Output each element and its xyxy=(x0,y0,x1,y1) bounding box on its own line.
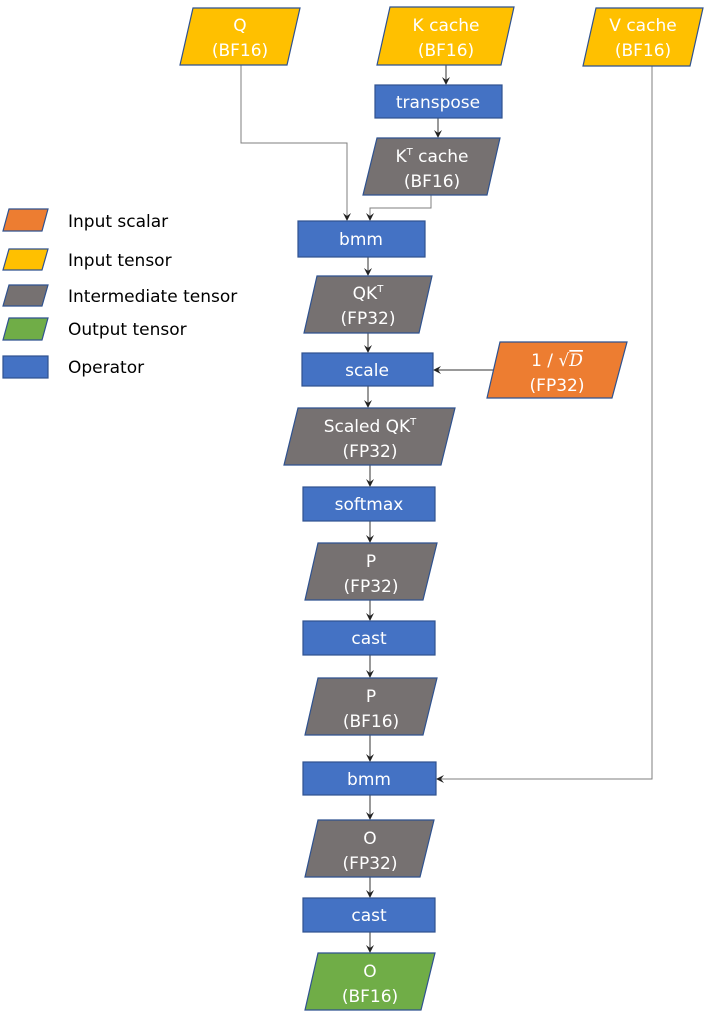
legend: Input scalar Input tensor Intermediate t… xyxy=(2,208,237,379)
svg-text:(BF16): (BF16) xyxy=(404,172,460,192)
node-q: Q (BF16) xyxy=(179,7,301,66)
svg-text:cast: cast xyxy=(351,906,387,926)
legend-swatch-intermediate-tensor xyxy=(2,284,49,307)
op-softmax: softmax xyxy=(302,486,436,522)
node-p-fp32: P (FP32) xyxy=(304,542,438,601)
legend-swatch-output-tensor xyxy=(2,317,49,341)
node-p-bf16: P (BF16) xyxy=(304,677,438,736)
svg-text:KT cache: KT cache xyxy=(395,147,468,167)
node-o-fp32: O (FP32) xyxy=(304,819,435,878)
node-scaled-qkt: Scaled QKT (FP32) xyxy=(283,407,456,466)
op-bmm-2: bmm xyxy=(302,761,437,796)
svg-text:transpose: transpose xyxy=(396,93,480,113)
svg-text:bmm: bmm xyxy=(339,230,383,250)
svg-text:(BF16): (BF16) xyxy=(342,987,398,1007)
op-transpose: transpose xyxy=(374,84,503,119)
svg-text:(FP32): (FP32) xyxy=(344,577,399,597)
node-o-bf16: O (BF16) xyxy=(304,952,436,1011)
node-qkt: QKT (FP32) xyxy=(303,275,433,334)
node-k-cache: K cache (BF16) xyxy=(376,6,515,66)
legend-label-input-scalar: Input scalar xyxy=(68,212,168,232)
svg-text:O: O xyxy=(363,962,376,982)
node-kt-cache: KT cache (BF16) xyxy=(362,137,501,196)
edge-ktcache-to-bmm xyxy=(366,195,432,221)
legend-label-input-tensor: Input tensor xyxy=(68,251,172,271)
svg-text:(FP32): (FP32) xyxy=(530,376,585,396)
svg-text:Q: Q xyxy=(233,16,246,36)
legend-label-intermediate-tensor: Intermediate tensor xyxy=(68,287,237,307)
svg-text:QKT: QKT xyxy=(353,284,385,304)
svg-text:scale: scale xyxy=(345,361,389,381)
svg-text:(BF16): (BF16) xyxy=(343,712,399,732)
svg-text:(FP32): (FP32) xyxy=(343,442,398,462)
op-cast-1: cast xyxy=(302,620,436,656)
legend-label-operator: Operator xyxy=(68,358,144,378)
legend-swatch-input-tensor xyxy=(2,248,49,271)
svg-text:(BF16): (BF16) xyxy=(418,41,474,61)
op-bmm-1: bmm xyxy=(297,220,426,258)
svg-text:K cache: K cache xyxy=(413,16,480,36)
svg-text:O: O xyxy=(363,829,376,849)
svg-text:(FP32): (FP32) xyxy=(341,309,396,329)
svg-text:V cache: V cache xyxy=(609,16,676,36)
svg-text:P: P xyxy=(366,552,376,572)
node-v-cache: V cache (BF16) xyxy=(582,7,704,67)
svg-text:softmax: softmax xyxy=(335,495,404,515)
op-scale: scale xyxy=(301,352,434,387)
svg-text:bmm: bmm xyxy=(347,770,391,790)
legend-swatch-input-scalar xyxy=(2,208,49,232)
legend-label-output-tensor: Output tensor xyxy=(68,320,187,340)
edges xyxy=(240,65,653,953)
svg-text:P: P xyxy=(366,687,376,707)
svg-text:Scaled QKT: Scaled QKT xyxy=(324,417,417,437)
legend-swatch-operator xyxy=(2,355,49,379)
edge-vcache-to-bmm2 xyxy=(436,66,653,783)
node-inv-sqrt-d: 1 / √D (FP32) xyxy=(486,341,628,399)
svg-text:(BF16): (BF16) xyxy=(615,41,671,61)
svg-text:(FP32): (FP32) xyxy=(343,854,398,874)
svg-text:(BF16): (BF16) xyxy=(212,41,268,61)
svg-text:cast: cast xyxy=(351,629,387,649)
edge-q-to-bmm xyxy=(240,65,351,221)
svg-text:1 / √D: 1 / √D xyxy=(531,351,583,371)
op-cast-2: cast xyxy=(302,897,436,933)
